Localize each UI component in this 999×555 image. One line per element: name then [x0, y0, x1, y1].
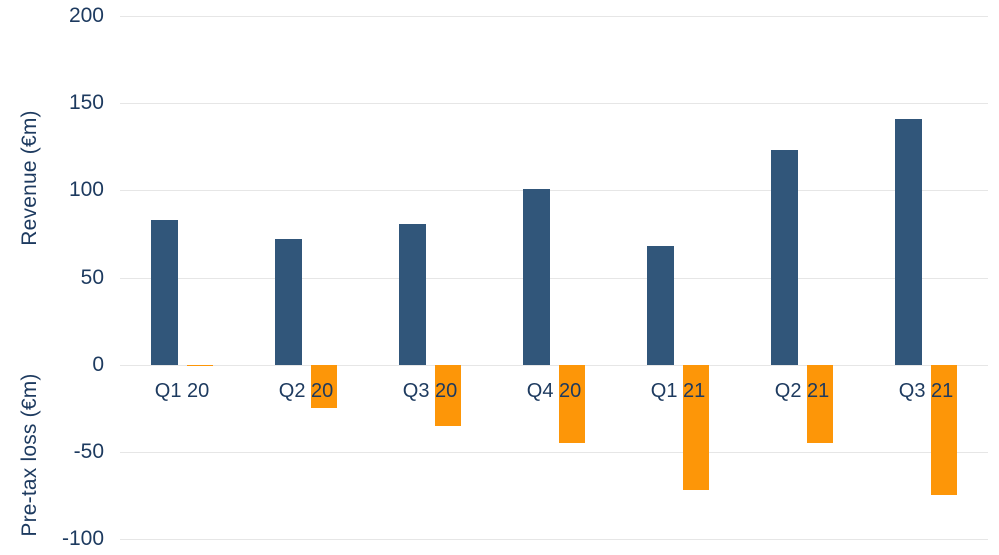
y-tick-label: 0	[92, 352, 104, 376]
x-tick-label: Q1 20	[154, 379, 210, 402]
revenue-bar	[895, 118, 922, 365]
loss-bar	[683, 364, 709, 491]
loss-bar	[435, 364, 461, 426]
gridline	[120, 190, 988, 192]
plot-area: Q1 20 Q2 20 Q3 20 Q4 20 Q1 21 Q2 21 Q3 21	[120, 16, 988, 540]
loss-bar	[187, 364, 213, 367]
revenue-bar	[151, 220, 178, 365]
loss-bar	[931, 364, 957, 496]
loss-bar	[311, 364, 337, 409]
y-tick-label: -100	[61, 527, 104, 550]
x-tick-label: Q1 21	[650, 379, 706, 402]
y-tick-label: 150	[68, 91, 104, 115]
x-tick-label: Q3 20	[402, 379, 458, 402]
y-tick-label: -50	[73, 439, 104, 463]
x-tick-label: Q3 21	[898, 379, 954, 402]
revenue-bar	[647, 246, 674, 365]
x-tick-label: Q2 21	[774, 379, 830, 402]
y-tick-label: 50	[80, 265, 104, 289]
gridline	[120, 103, 988, 105]
y-axis-title-revenue: Revenue (€m)	[18, 110, 41, 246]
revenue-bar	[399, 223, 426, 365]
revenue-bar	[771, 150, 798, 365]
loss-bar	[559, 364, 585, 444]
gridline	[120, 364, 988, 366]
gridline	[120, 451, 988, 453]
gridline	[120, 539, 988, 540]
loss-bar	[807, 364, 833, 444]
revenue-bar	[523, 188, 550, 365]
revenue-bar	[275, 239, 302, 365]
x-tick-label: Q4 20	[526, 379, 582, 402]
y-tick-label: 100	[68, 178, 104, 202]
y-tick-label: 200	[68, 4, 104, 27]
x-tick-label: Q2 20	[278, 379, 334, 402]
gridline	[120, 277, 988, 279]
gridline	[120, 16, 988, 17]
